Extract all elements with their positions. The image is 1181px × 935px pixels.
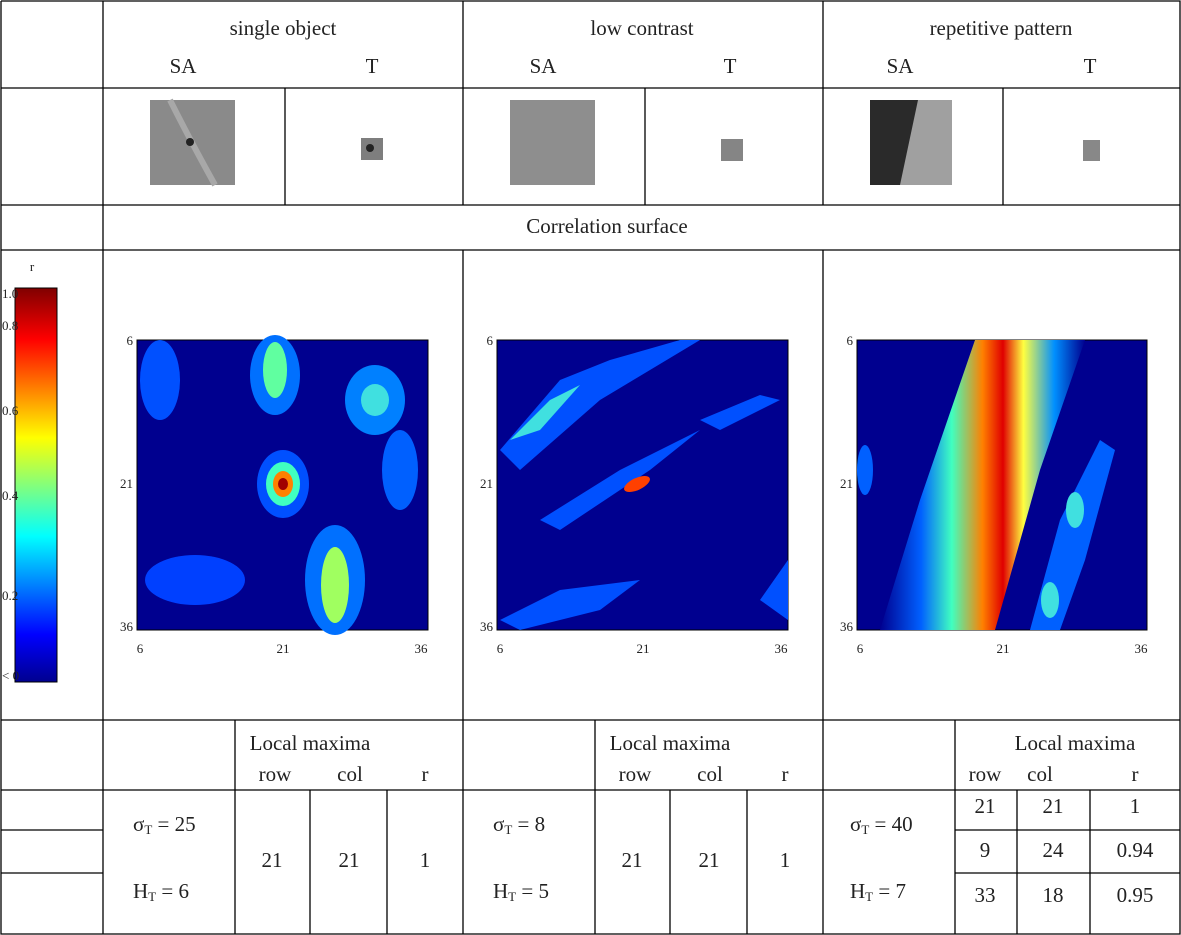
sa-label: SA bbox=[530, 54, 558, 78]
value: = 25 bbox=[152, 812, 195, 836]
colorbar-label: 0.4 bbox=[2, 488, 19, 503]
t-image-feature bbox=[366, 144, 374, 152]
colorbar-label: 0.8 bbox=[2, 318, 18, 333]
colorbar-title: r bbox=[30, 259, 35, 274]
section-title: Correlation surface bbox=[526, 214, 688, 238]
maxima-value: 9 bbox=[980, 838, 991, 862]
maxima-value: 21 bbox=[339, 848, 360, 872]
t-label: T bbox=[366, 54, 379, 78]
row-header: row bbox=[969, 762, 1002, 786]
subscript: T bbox=[504, 822, 512, 837]
contour-plot bbox=[496, 339, 789, 631]
value: = 6 bbox=[156, 879, 189, 903]
t-image bbox=[721, 139, 743, 161]
y-tick-label: 36 bbox=[840, 619, 854, 634]
colorbar-label: 0.2 bbox=[2, 588, 18, 603]
column-title: low contrast bbox=[590, 16, 693, 40]
col-header: col bbox=[1027, 762, 1053, 786]
t-label: T bbox=[1084, 54, 1097, 78]
value: = 7 bbox=[873, 879, 906, 903]
x-tick-label: 21 bbox=[997, 641, 1010, 656]
r-header: r bbox=[422, 762, 429, 786]
maxima-value: 1 bbox=[1130, 794, 1141, 818]
maxima-value: 21 bbox=[699, 848, 720, 872]
x-tick-label: 36 bbox=[775, 641, 789, 656]
symbol: σ bbox=[850, 812, 861, 836]
contour-plot bbox=[136, 335, 429, 635]
x-tick-label: 6 bbox=[497, 641, 504, 656]
x-tick-label: 6 bbox=[137, 641, 144, 656]
x-tick-label: 36 bbox=[1135, 641, 1149, 656]
x-tick-label: 21 bbox=[637, 641, 650, 656]
x-tick-label: 21 bbox=[277, 641, 290, 656]
h-label: HT = 5 bbox=[493, 879, 549, 904]
sigma-label: σT = 40 bbox=[850, 812, 913, 837]
y-tick-label: 21 bbox=[120, 476, 133, 491]
maxima-value: 18 bbox=[1043, 883, 1064, 907]
sigma-label: σT = 8 bbox=[493, 812, 545, 837]
col-header: col bbox=[697, 762, 723, 786]
sa-label: SA bbox=[887, 54, 915, 78]
symbol: σ bbox=[133, 812, 144, 836]
maxima-value: 0.95 bbox=[1117, 883, 1154, 907]
maxima-value: 24 bbox=[1043, 838, 1065, 862]
subscript: T bbox=[148, 889, 156, 904]
r-header: r bbox=[782, 762, 789, 786]
subscript: T bbox=[144, 822, 152, 837]
x-tick-label: 36 bbox=[415, 641, 429, 656]
maxima-title: Local maxima bbox=[610, 731, 731, 755]
column-title: repetitive pattern bbox=[930, 16, 1073, 40]
row-header: row bbox=[259, 762, 292, 786]
symbol: σ bbox=[493, 812, 504, 836]
maxima-value: 21 bbox=[1043, 794, 1064, 818]
t-label: T bbox=[724, 54, 737, 78]
column-title: single object bbox=[230, 16, 337, 40]
r-header: r bbox=[1132, 762, 1139, 786]
maxima-title: Local maxima bbox=[250, 731, 371, 755]
colorbar-label: 0.6 bbox=[2, 403, 19, 418]
y-tick-label: 21 bbox=[840, 476, 853, 491]
value: = 40 bbox=[869, 812, 912, 836]
value: = 5 bbox=[516, 879, 549, 903]
maxima-value: 1 bbox=[780, 848, 791, 872]
colorbar bbox=[14, 287, 58, 683]
subscript: T bbox=[861, 822, 869, 837]
y-tick-label: 21 bbox=[480, 476, 493, 491]
y-tick-label: 36 bbox=[480, 619, 494, 634]
y-tick-label: 36 bbox=[120, 619, 134, 634]
y-tick-label: 6 bbox=[847, 333, 854, 348]
y-tick-label: 6 bbox=[487, 333, 494, 348]
maxima-value: 1 bbox=[420, 848, 431, 872]
value: = 8 bbox=[512, 812, 545, 836]
subscript: T bbox=[508, 889, 516, 904]
maxima-title: Local maxima bbox=[1015, 731, 1136, 755]
h-label: HT = 7 bbox=[850, 879, 906, 904]
sa-image-feature bbox=[900, 100, 952, 185]
symbol: H bbox=[850, 879, 865, 903]
colorbar-label: < 0 bbox=[2, 668, 19, 683]
contour-plot bbox=[856, 339, 1148, 631]
maxima-value: 33 bbox=[975, 883, 996, 907]
h-label: HT = 6 bbox=[133, 879, 189, 904]
t-image bbox=[1083, 140, 1100, 161]
sa-label: SA bbox=[170, 54, 198, 78]
maxima-value: 21 bbox=[975, 794, 996, 818]
maxima-value: 0.94 bbox=[1117, 838, 1154, 862]
sa-image-feature bbox=[186, 138, 194, 146]
row-header: row bbox=[619, 762, 652, 786]
sa-image bbox=[510, 100, 595, 185]
maxima-value: 21 bbox=[262, 848, 283, 872]
col-header: col bbox=[337, 762, 363, 786]
symbol: H bbox=[493, 879, 508, 903]
colorbar-label: 1.0 bbox=[2, 286, 18, 301]
maxima-value: 21 bbox=[622, 848, 643, 872]
y-tick-label: 6 bbox=[127, 333, 134, 348]
x-tick-label: 6 bbox=[857, 641, 864, 656]
sigma-label: σT = 25 bbox=[133, 812, 196, 837]
symbol: H bbox=[133, 879, 148, 903]
subscript: T bbox=[865, 889, 873, 904]
